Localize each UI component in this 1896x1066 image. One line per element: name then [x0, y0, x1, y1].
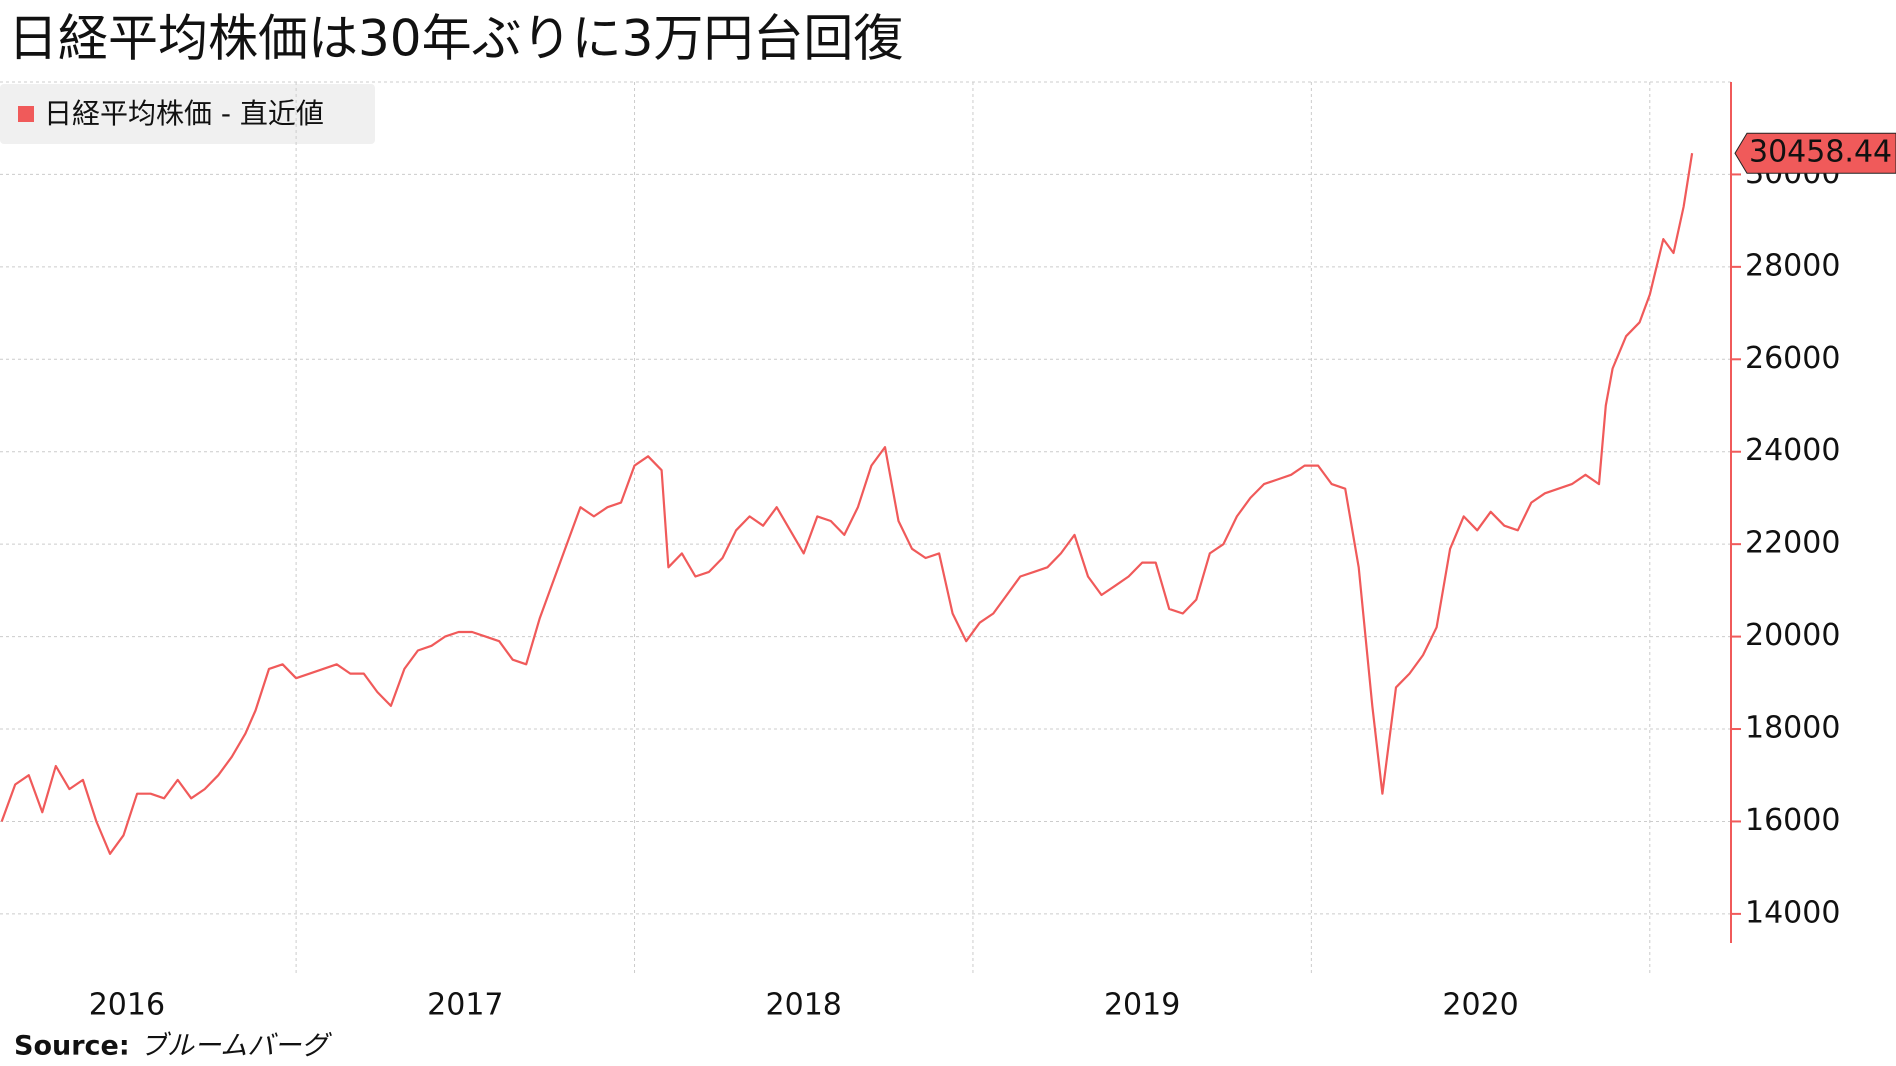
y-tick-label: 26000	[1745, 341, 1840, 376]
y-tick-label: 16000	[1745, 803, 1840, 838]
chart-title: 日経平均株価は30年ぶりに3万円台回復	[8, 10, 903, 68]
y-tick-label: 24000	[1745, 433, 1840, 468]
y-tick-label: 18000	[1745, 711, 1840, 746]
x-tick-label: 2018	[766, 988, 842, 1023]
line	[0, 153, 1694, 855]
y-tick-label: 20000	[1745, 618, 1840, 653]
x-tick-label: 2019	[1104, 988, 1180, 1023]
y-tick-label: 28000	[1745, 248, 1840, 283]
x-tick-label: 2020	[1442, 988, 1518, 1023]
last-value-box	[1734, 132, 1896, 174]
x-tick-label: 2016	[89, 988, 165, 1023]
source-label: Source:	[14, 1031, 130, 1062]
legend-swatch	[18, 106, 34, 122]
source: ブルームバーグ	[140, 1031, 332, 1062]
x-tick-label: 2017	[427, 988, 503, 1023]
last-value-label: 30458.44	[1749, 135, 1892, 170]
legend-box	[0, 84, 375, 144]
y-tick-label: 14000	[1745, 895, 1840, 930]
y-tick-label: 22000	[1745, 526, 1840, 561]
legend-label: 日経平均株価 - 直近値	[44, 97, 324, 130]
